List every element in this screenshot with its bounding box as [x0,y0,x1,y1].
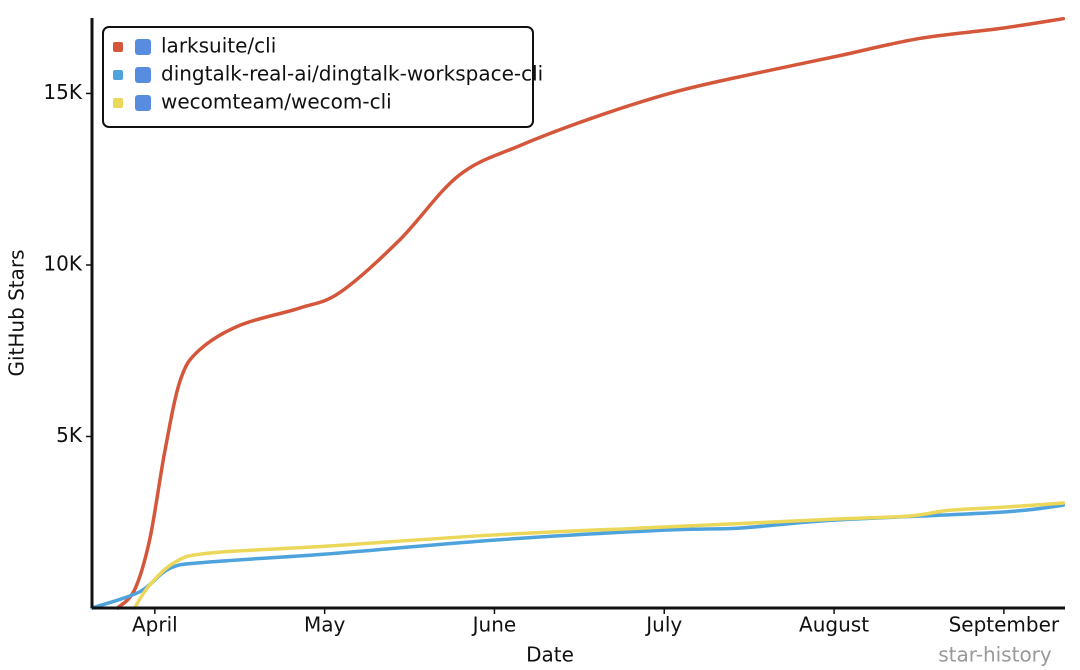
legend-swatch [113,98,123,108]
legend-swatch [113,42,123,52]
line [115,16,1066,610]
legend-icon [135,95,151,111]
y-tick-label: 15K [43,80,82,104]
x-tick-label: May [304,613,346,637]
y-tick-label: 5K [56,423,83,447]
legend-box [102,26,534,128]
y-axis-label: GitHub Stars [5,249,29,376]
legend-icon [135,67,151,83]
legend-icon [135,39,151,55]
x-tick-label: August [799,613,869,637]
legend-label: larksuite/cli [161,34,276,58]
line [132,501,1066,610]
y-tick-label: 10K [43,251,82,275]
legend-label: dingtalk-real-ai/dingtalk-workspace-cli [161,62,543,86]
x-tick-label: April [132,613,178,637]
x-tick-label: July [644,613,682,637]
line [90,503,1066,610]
legend-swatch [113,70,123,80]
x-axis-label: Date [526,643,574,667]
watermark: star-history [938,643,1052,667]
x-tick-label: September [949,613,1060,637]
legend-label: wecomteam/wecom-cli [161,90,392,114]
x-tick-label: June [471,613,517,637]
